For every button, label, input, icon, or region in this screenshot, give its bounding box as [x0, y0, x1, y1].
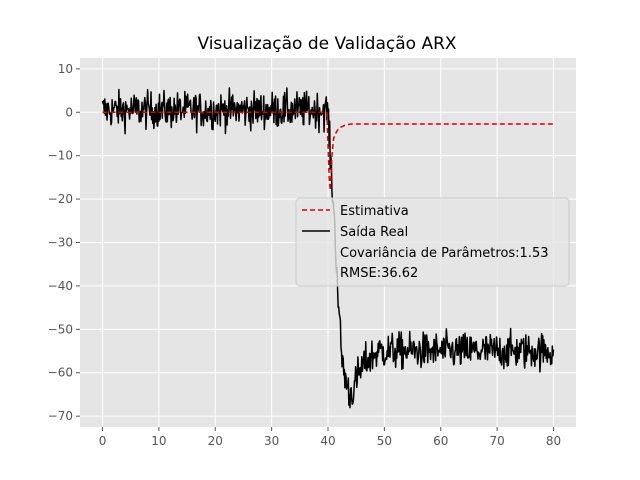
x-tick-label: 10: [151, 434, 166, 448]
legend-rmse-note: RMSE:36.62: [340, 266, 418, 281]
x-tick-label: 60: [433, 434, 448, 448]
y-tick-label: 0: [65, 105, 73, 119]
x-tick-label: 40: [320, 434, 335, 448]
series-layer: [101, 87, 555, 409]
x-tick-label: 70: [489, 434, 504, 448]
y-tick-label: −40: [48, 279, 73, 293]
x-tick-label: 20: [208, 434, 223, 448]
series-line-saida-real: [101, 87, 555, 409]
y-tick-label: −30: [48, 236, 73, 250]
legend-label-saida-real: Saída Real: [340, 225, 408, 240]
x-tick-label: 80: [546, 434, 561, 448]
chart-title: Visualização de Validação ARX: [197, 34, 456, 54]
ticks: 0 10 20 30 40 50 60 70 80 10 0 −10 −20 −30 −40 −50 −60 −7…: [48, 62, 561, 448]
series-line-estimativa: [102, 111, 554, 192]
legend-covariance-note: Covariância de Parâmetros:1.53: [340, 246, 549, 261]
legend-label-estimativa: Estimativa: [340, 204, 409, 219]
y-tick-label: −60: [48, 366, 73, 380]
y-tick-label: −70: [48, 409, 73, 423]
legend-box: [295, 197, 570, 287]
y-tick-label: −10: [48, 149, 73, 163]
x-tick-label: 30: [264, 434, 279, 448]
legend: Estimativa Saída Real Covariância de Par…: [295, 197, 570, 287]
x-tick-label: 50: [377, 434, 392, 448]
y-tick-label: 10: [58, 62, 73, 76]
x-tick-label: 0: [99, 434, 107, 448]
y-tick-label: −20: [48, 192, 73, 206]
y-tick-label: −50: [48, 322, 73, 336]
